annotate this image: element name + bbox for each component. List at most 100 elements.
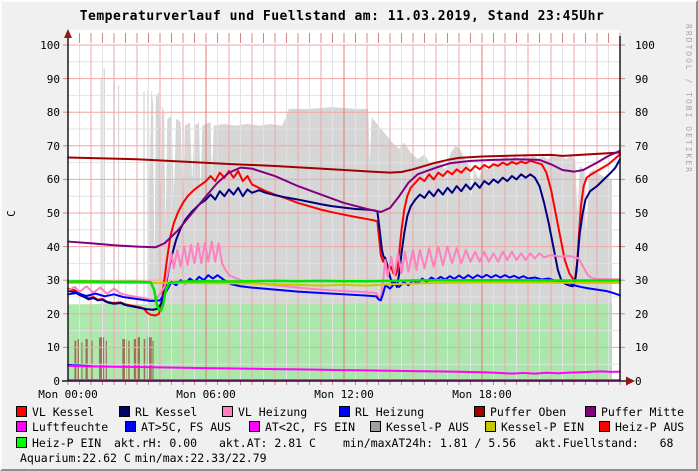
stat-aquarium-22-62-c: Aquarium:22.62 C <box>20 452 131 465</box>
legend-swatch-heiz-p-aus <box>599 421 610 432</box>
legend-label: Heiz-P EIN <box>32 436 102 450</box>
y-tick-30: 30 <box>46 274 60 288</box>
legend-item-at-5c-fs-aus: AT>5C, FS AUS <box>125 421 231 434</box>
y-tick-70: 70 <box>46 139 60 153</box>
legend-swatch-at-2c-fs-ein <box>249 421 260 432</box>
y-tick-20: 20 <box>46 307 60 321</box>
legend-label: akt.rH: 0.00 <box>114 436 198 450</box>
legend-swatch-at-5c-fs-aus <box>125 421 136 432</box>
heiz-p-aus-bars <box>137 337 140 381</box>
heiz-p-aus-bars <box>133 339 137 381</box>
series-at-under-2c <box>67 364 621 375</box>
kessel-p-aus-spikes <box>103 68 105 382</box>
legend-label: Puffer Oben <box>490 405 567 419</box>
series-kessel-p-ein <box>67 281 621 287</box>
y-tick-40: 40 <box>46 240 60 254</box>
heiz-p-ein-aquarium-area <box>68 303 612 381</box>
y-tick-right-0: 0 <box>635 375 642 388</box>
heiz-p-aus-bars <box>122 339 127 381</box>
x-axis-arrow-icon <box>626 376 635 386</box>
heiz-p-aus-bars <box>74 340 77 381</box>
heiz-p-aus-bars <box>85 339 88 381</box>
legend-label: Luftfeuchte <box>32 420 109 434</box>
legend-label: Kessel-P AUS <box>386 420 470 434</box>
legend-label: Heiz-P AUS <box>615 420 685 434</box>
y-tick-0: 0 <box>53 375 60 388</box>
legend-item-heiz-p-aus: Heiz-P AUS <box>599 421 684 434</box>
legend-item-vl-heizung: VL Heizung <box>222 406 307 419</box>
y-tick-right-40: 40 <box>635 240 649 254</box>
y-tick-right-60: 60 <box>635 173 649 187</box>
legend-label: Aquarium:22.62 C <box>20 451 131 465</box>
stat-akt-fuellstand-68: akt.Fuellstand: 68 <box>535 437 673 450</box>
legend-item-puffer-mitte: Puffer Mitte <box>585 406 684 419</box>
stat-akt-at-2-81-c: akt.AT: 2.81 C <box>219 437 316 450</box>
kessel-p-aus-spikes <box>143 92 145 381</box>
legend-item-kessel-p-aus: Kessel-P AUS <box>370 421 469 434</box>
y-tick-50: 50 <box>46 207 60 220</box>
rrdtool-watermark: RRDTOOL / TOBI OETIKER <box>684 24 693 174</box>
legend-row-2: Luftfeuchte AT>5C, FS AUS AT<2C, FS EIN Kes… <box>2 420 696 435</box>
chart-title: Temperaturverlauf und Fuellstand am: 11.… <box>79 9 605 24</box>
legend-row-4: Aquarium:22.62 C min/max:22.33/22.79 <box>2 452 696 466</box>
legend-label: RL Heizung <box>355 405 425 419</box>
heiz-p-aus-bars <box>99 337 105 381</box>
series-puffer-oben <box>67 151 621 174</box>
heiz-p-aus-bars <box>77 339 80 381</box>
heiz-p-aus-bars <box>143 339 146 381</box>
y-tick-right-80: 80 <box>635 106 649 120</box>
y-tick-right-100: 100 <box>635 39 655 52</box>
legend-item-rl-heizung: RL Heizung <box>339 406 424 419</box>
heiz-p-aus-bars <box>152 340 154 381</box>
legend-label: akt.AT: 2.81 C <box>219 436 316 450</box>
legend-swatch-rl-heizung <box>339 406 350 417</box>
heiz-p-aus-bars <box>147 337 152 381</box>
legend-item-puffer-oben: Puffer Oben <box>474 406 566 419</box>
x-tick-0: Mon 00:00 <box>38 388 98 401</box>
y-tick-100: 100 <box>40 39 60 52</box>
legend-label: AT<2C, FS EIN <box>265 420 356 434</box>
legend-swatch-luftfeuchte <box>16 421 27 432</box>
legend-label: min/maxAT24h: 1.81 / 5.56 <box>343 436 517 450</box>
stat-min-max-22-33-22-79: min/max:22.33/22.79 <box>135 452 267 465</box>
x-tick-12: Mon 12:00 <box>314 388 374 401</box>
y-tick-60: 60 <box>46 173 60 187</box>
legend-label: min/max:22.33/22.79 <box>135 451 267 465</box>
heiz-p-aus-bars <box>128 340 130 381</box>
x-tick-6: Mon 06:00 <box>176 388 236 401</box>
legend-swatch-puffer-oben <box>474 406 485 417</box>
y-tick-right-50: 50 <box>635 207 649 220</box>
legend-label: akt.Fuellstand: 68 <box>535 436 674 450</box>
legend-swatch-rl-kessel <box>119 406 130 417</box>
series-heiz-p-ein <box>66 278 622 312</box>
legend-item-at-2c-fs-ein: AT<2C, FS EIN <box>249 421 355 434</box>
heiz-p-aus-bars <box>91 340 93 381</box>
legend-item-vl-kessel: VL Kessel <box>16 406 94 419</box>
legend-swatch-vl-kessel <box>16 406 27 417</box>
legend-item-rl-kessel: RL Kessel <box>119 406 197 419</box>
stat-akt-rh-0-00: akt.rH: 0.00 <box>114 437 197 450</box>
y-tick-right-10: 10 <box>635 341 649 355</box>
legend-row-3: Heiz-P EIN akt.rH: 0.00 akt.AT: 2.81 C min/… <box>2 436 696 451</box>
legend-swatch-vl-heizung <box>222 406 233 417</box>
legend-label: VL Kessel <box>32 405 95 419</box>
y-tick-80: 80 <box>46 106 60 120</box>
x-tick-18: Mon 18:00 <box>452 388 512 401</box>
y-tick-10: 10 <box>46 341 60 355</box>
legend-swatch-heiz-p-ein <box>16 437 27 448</box>
legend-swatch-kessel-p-aus <box>370 421 381 432</box>
legend-swatch-kessel-p-ein <box>485 421 496 432</box>
legend-label: Kessel-P EIN <box>501 420 585 434</box>
heiz-p-aus-bars <box>105 340 107 381</box>
stat-min-maxat24h-1-81-5-56: min/maxAT24h: 1.81 / 5.56 <box>343 437 516 450</box>
kessel-p-aus-spikes <box>118 85 120 381</box>
legend-label: AT>5C, FS AUS <box>141 420 232 434</box>
legend-item-kessel-p-ein: Kessel-P EIN <box>485 421 584 434</box>
legend-label: RL Kessel <box>135 405 198 419</box>
series-vl-heizung <box>67 240 621 302</box>
y-tick-right-20: 20 <box>635 307 649 321</box>
legend-row-1: VL Kessel RL Kessel VL Heizung RL Heizung Pu… <box>2 406 696 420</box>
series-puffer-mitte <box>67 149 621 249</box>
